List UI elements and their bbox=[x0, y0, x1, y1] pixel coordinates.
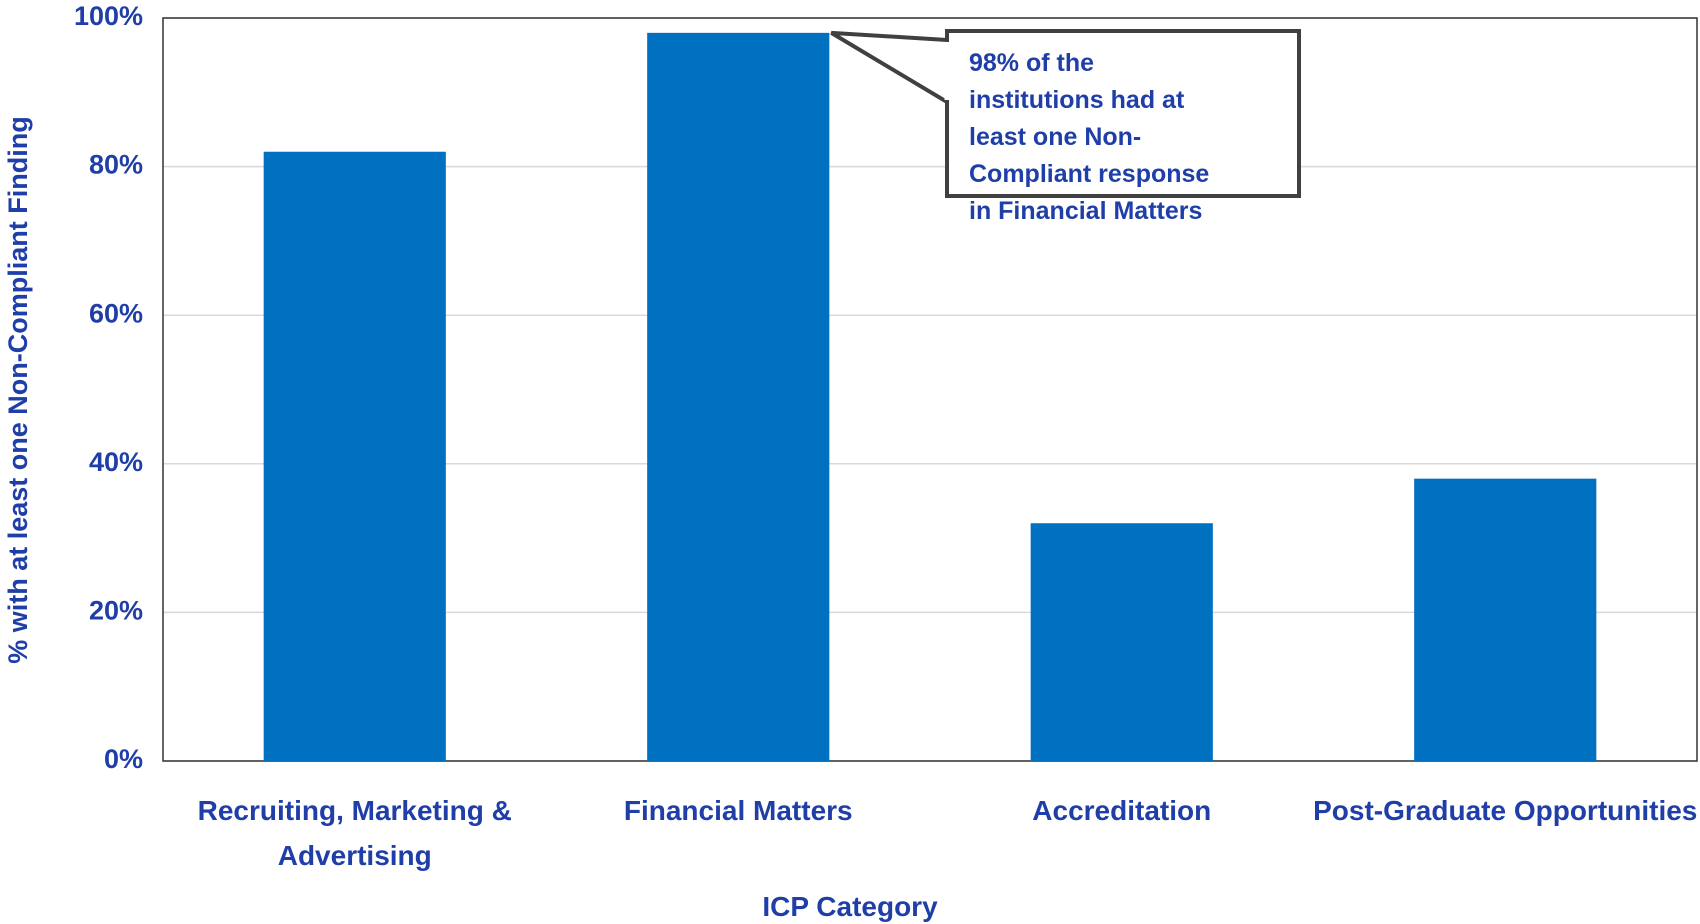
x-tick-label: Recruiting, Marketing & Advertising bbox=[197, 795, 512, 871]
y-tick-label: 100% bbox=[74, 1, 143, 31]
bar bbox=[1414, 478, 1597, 761]
x-tick-label: Accreditation bbox=[1032, 795, 1212, 826]
y-tick-label: 0% bbox=[104, 744, 143, 774]
x-axis-title: ICP Category bbox=[762, 891, 938, 922]
x-tick-label: Post-Graduate Opportunities bbox=[1313, 795, 1698, 826]
bar bbox=[263, 151, 446, 762]
x-tick-label: Financial Matters bbox=[623, 795, 853, 826]
y-tick-label: 60% bbox=[89, 298, 143, 328]
plot-frame bbox=[162, 17, 1698, 762]
annotation-pointer bbox=[830, 30, 949, 106]
annotation: 98% of the institutions had at least one… bbox=[969, 49, 1210, 225]
y-tick-label: 40% bbox=[89, 447, 143, 477]
bar bbox=[1030, 523, 1213, 761]
y-tick-label: 20% bbox=[89, 596, 143, 626]
bar bbox=[647, 32, 830, 762]
y-axis-title: % with at least one Non-Compliant Findin… bbox=[3, 116, 33, 664]
y-tick-label: 80% bbox=[89, 150, 143, 180]
annotation-box bbox=[945, 29, 1301, 198]
